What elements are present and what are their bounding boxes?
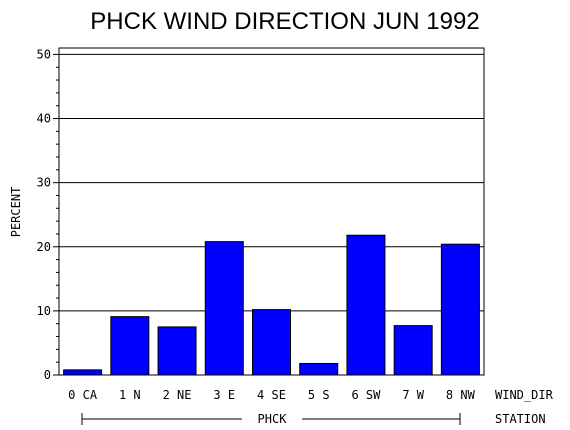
x-tick-label: 5 S [308,388,330,402]
plot-frame [58,47,485,376]
bar [393,325,433,376]
y-tick-label: 10 [37,304,51,318]
x-tick-label: 4 SE [257,388,286,402]
gridlines [59,53,484,312]
bar [63,369,103,376]
y-axis: 0 10 20 30 40 50 [37,47,59,382]
x-tick-label: 8 NW [446,388,476,402]
station-name-label: PHCK [258,412,288,426]
bar [110,316,150,376]
bar [204,241,244,376]
x-tick-label: 2 NE [163,388,192,402]
bar [440,243,480,376]
y-tick-label: 20 [37,240,51,254]
station-bracket: PHCK [81,412,461,426]
x-tick-label: 3 E [213,388,235,402]
bar [346,234,386,376]
bar [252,309,291,376]
bar [299,362,339,376]
y-tick-label: 30 [37,176,51,190]
bars [63,234,480,376]
station-axis-label: STATION [495,412,546,426]
x-tick-label: 7 W [402,388,424,402]
bar [157,326,197,376]
chart-title: PHCK WIND DIRECTION JUN 1992 [90,8,479,35]
x-tick-labels: 0 CA 1 N 2 NE 3 E 4 SE 5 S 6 SW 7 W 8 NW [68,388,475,402]
y-tick-label: 40 [37,112,51,126]
y-tick-label: 50 [37,47,51,61]
y-axis-label: PERCENT [9,187,23,238]
x-tick-label: 0 CA [68,388,98,402]
x-tick-label: 6 SW [351,388,381,402]
x-tick-label: 1 N [119,388,141,402]
y-tick-label: 0 [44,368,51,382]
x-axis-label: WIND_DIR [495,388,554,402]
